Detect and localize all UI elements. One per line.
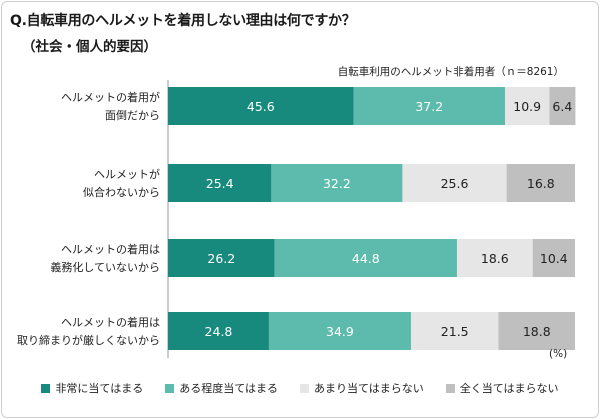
bar-segment	[353, 87, 505, 125]
chart-title: Q.自転車用のヘルメットを着用しない理由は何ですか？	[10, 13, 356, 29]
bar-segment	[410, 312, 499, 350]
legend-swatch	[165, 383, 175, 393]
bar-segment	[532, 239, 575, 277]
bar-segment	[168, 87, 354, 125]
category-label: ヘルメットの着用は	[61, 315, 160, 329]
data-label: 25.6	[441, 176, 469, 191]
data-label: 10.4	[540, 251, 568, 266]
bar-segment	[402, 164, 507, 202]
category-label: 取り締まりが厳しくないから	[17, 333, 160, 347]
category-label: 義務化していないから	[50, 260, 160, 274]
legend-item: 非常に当てはまる	[41, 380, 143, 396]
legend-label: ある程度当てはまる	[179, 382, 278, 395]
bar-segment	[549, 87, 576, 125]
data-label: 6.4	[552, 99, 572, 114]
bar-segment	[274, 239, 457, 277]
data-label: 45.6	[247, 99, 275, 114]
bar-segment	[456, 239, 533, 277]
data-label: 37.2	[415, 99, 443, 114]
bar-segment	[168, 164, 272, 202]
chart-legend: 非常に当てはまる ある程度当てはまる あまり当てはまらない 全く当てはまらない	[0, 380, 600, 396]
data-label: 21.5	[441, 324, 469, 339]
sample-note: 自転車利用のヘルメット非着用者（ｎ＝8261）	[337, 66, 564, 78]
legend-label: 全く当てはまらない	[459, 382, 559, 395]
legend-swatch	[300, 383, 309, 393]
data-label: 16.8	[527, 176, 555, 191]
data-label: 18.6	[481, 251, 509, 266]
category-label: ヘルメットの着用は	[61, 242, 160, 256]
bar-segment	[498, 312, 575, 350]
data-label: 26.2	[207, 251, 235, 266]
data-label: 34.9	[326, 324, 354, 339]
bar-segment	[271, 164, 403, 202]
bar-segment	[505, 87, 550, 125]
category-label: ヘルメットが	[94, 167, 160, 181]
legend-swatch	[41, 383, 51, 393]
data-label: 18.8	[523, 324, 551, 339]
category-label: 似合わないから	[83, 185, 160, 199]
data-label: 24.8	[205, 324, 233, 339]
legend-swatch	[445, 383, 455, 393]
legend-item: あまり当てはまらない	[300, 380, 424, 396]
data-label: 44.8	[352, 251, 380, 266]
category-label: ヘルメットの着用が	[61, 90, 160, 104]
data-label: 10.9	[513, 99, 541, 114]
bar-segment	[168, 312, 269, 350]
legend-item: 全く当てはまらない	[445, 380, 559, 396]
bar-segment	[168, 239, 275, 277]
legend-label: あまり当てはまらない	[314, 382, 424, 395]
legend-label: 非常に当てはまる	[55, 382, 144, 395]
data-label: 25.4	[206, 176, 234, 191]
legend-item: ある程度当てはまる	[165, 380, 278, 396]
bar-segment	[506, 164, 575, 202]
chart-subtitle: （社会・個人的要因）	[22, 39, 157, 55]
data-label: 32.2	[323, 176, 351, 191]
category-label: 面倒だから	[105, 109, 160, 122]
bar-segment	[268, 312, 411, 350]
unit-label: (%)	[549, 348, 568, 360]
